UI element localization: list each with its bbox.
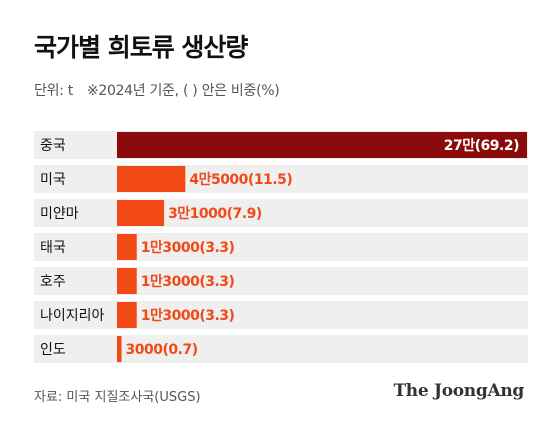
unit-label: 단위: t: [34, 83, 73, 99]
category-label: 인도: [40, 342, 66, 358]
row-background: [34, 233, 528, 261]
joongang-logo: The JoongAng: [393, 381, 524, 401]
bar: [117, 234, 137, 260]
bar: [117, 166, 186, 192]
category-label: 미국: [40, 172, 66, 188]
category-label: 중국: [40, 138, 66, 154]
bar: [117, 268, 137, 294]
category-label: 태국: [40, 240, 66, 256]
row-background: [34, 199, 528, 227]
category-label: 나이지리아: [40, 308, 105, 324]
source-note: 자료: 미국 지질조사국(USGS): [34, 390, 201, 405]
value-label: 3000(0.7): [126, 342, 198, 358]
category-label: 호주: [40, 274, 66, 290]
bar: [117, 336, 122, 362]
bar: [117, 200, 165, 226]
value-label: 4만5000(11.5): [189, 172, 292, 188]
row-background: [34, 267, 528, 295]
row-background: [34, 301, 528, 329]
chart-title: 국가별 희토류 생산량: [34, 33, 248, 62]
value-label: 1만3000(3.3): [141, 274, 235, 290]
row-background: [34, 165, 528, 193]
chart-subtitle: 단위: t ※2024년 기준, ( ) 안은 비중(%): [34, 80, 280, 100]
category-label: 미얀마: [40, 206, 79, 222]
value-label: 3만1000(7.9): [168, 206, 262, 222]
value-label: 27만(69.2): [444, 138, 519, 154]
note-label: ※2024년 기준, ( ) 안은 비중(%): [86, 83, 280, 99]
value-label: 1만3000(3.3): [141, 240, 235, 256]
value-label: 1만3000(3.3): [141, 308, 235, 324]
bar: [117, 302, 137, 328]
row-background: [34, 335, 528, 363]
bar: [117, 132, 527, 158]
